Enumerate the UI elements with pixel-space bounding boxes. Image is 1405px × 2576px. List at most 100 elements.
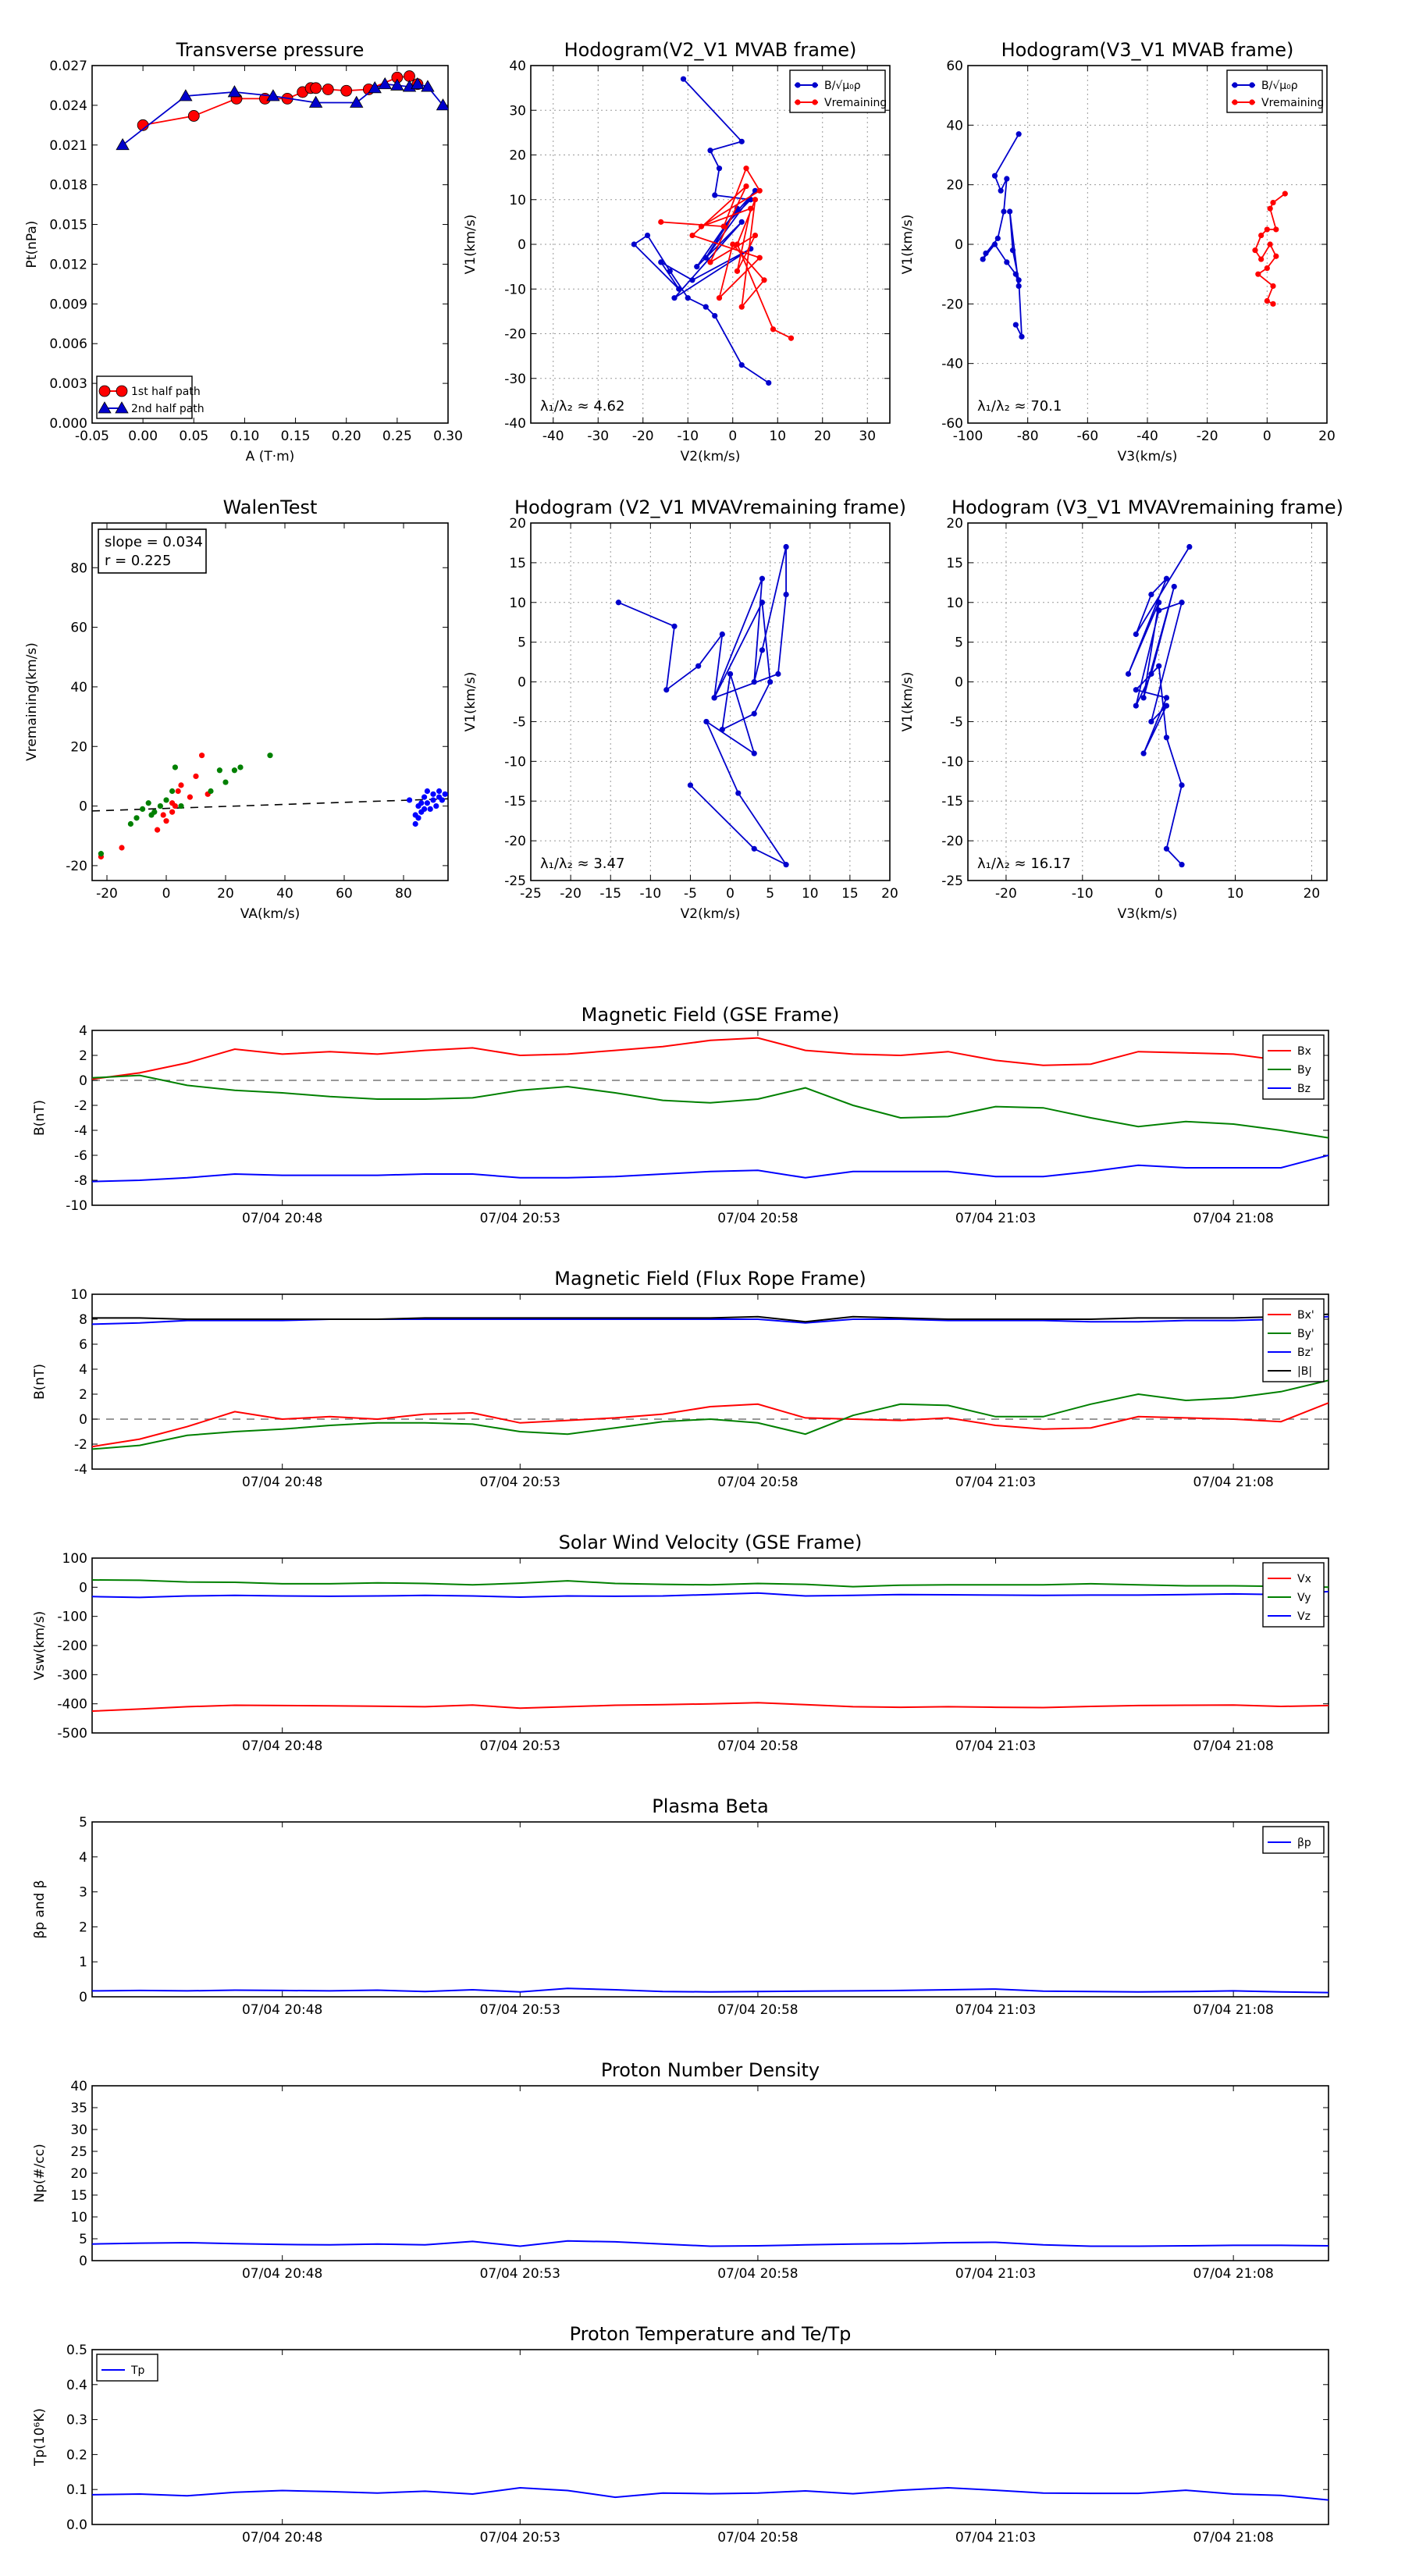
x-tick-label: 07/04 21:08 bbox=[1193, 1738, 1273, 1754]
y-axis-label: Vsw(km/s) bbox=[32, 1611, 48, 1681]
data-point bbox=[702, 304, 709, 310]
data-point bbox=[267, 753, 273, 759]
x-tick-label: 20 bbox=[1318, 429, 1336, 444]
data-point bbox=[1140, 695, 1147, 701]
y-tick-label: 60 bbox=[70, 621, 87, 636]
data-point bbox=[738, 304, 745, 310]
x-tick-label: 07/04 21:03 bbox=[955, 1475, 1036, 1490]
series-line bbox=[92, 1037, 1282, 1080]
x-tick-label: -25 bbox=[520, 886, 542, 902]
data-point bbox=[169, 800, 176, 806]
data-point bbox=[761, 277, 767, 283]
y-tick-label: 20 bbox=[946, 516, 963, 532]
x-axis-label: V3(km/s) bbox=[1118, 906, 1178, 922]
x-tick-label: 07/04 20:48 bbox=[242, 2266, 322, 2282]
data-point bbox=[160, 812, 166, 818]
axes-frame bbox=[91, 1030, 1329, 1206]
x-tick-label: 0 bbox=[726, 886, 735, 902]
data-point bbox=[412, 820, 418, 827]
data-point bbox=[703, 718, 710, 725]
x-tick-label: -30 bbox=[587, 429, 609, 444]
legend-label: Tp bbox=[130, 2364, 145, 2377]
x-tick-label: 0 bbox=[1154, 886, 1163, 902]
plot-area bbox=[116, 70, 448, 151]
y-tick-label: 60 bbox=[946, 59, 963, 74]
data-point bbox=[980, 256, 986, 262]
x-tick-label: 07/04 21:03 bbox=[955, 2002, 1036, 2018]
chart-title: Hodogram (V2_V1 MVAVremaining frame) bbox=[514, 496, 906, 518]
legend-marker bbox=[98, 385, 111, 397]
x-tick-label: 07/04 21:08 bbox=[1193, 2266, 1273, 2282]
y-tick-label: 0.006 bbox=[49, 336, 87, 352]
x-axis: -25 -20 -15 -10 -5 0 5 10 15 20 bbox=[520, 523, 898, 902]
x-tick-label: 20 bbox=[814, 429, 831, 444]
series-tp2-0 bbox=[92, 2486, 1329, 2501]
eigenvalue-ratio-label: λ₁/λ₂ ≈ 4.62 bbox=[540, 398, 624, 415]
y-tick-label: -5 bbox=[513, 714, 526, 730]
legend-marker bbox=[115, 401, 129, 414]
x-axis: -100 -80 -60 -40 -20 0 20 bbox=[953, 66, 1336, 444]
axes-frame bbox=[91, 2349, 1329, 2525]
data-point bbox=[756, 187, 763, 194]
chart-title: Plasma Beta bbox=[652, 1795, 768, 1817]
y-tick-label: -10 bbox=[66, 1198, 87, 1214]
data-point bbox=[231, 767, 237, 774]
data-point bbox=[991, 173, 998, 179]
axes-frame bbox=[530, 522, 891, 881]
y-tick-label: -15 bbox=[504, 794, 526, 809]
data-point bbox=[751, 678, 757, 685]
x-tick-label: -60 bbox=[1076, 429, 1098, 444]
y-tick-label: 80 bbox=[70, 560, 87, 576]
chart-h1: Hodogram(V2_V1 MVAB frame) -40 -30 -20 -10 0 1… bbox=[463, 39, 891, 464]
legend: B/√μ₀ρ Vremaining bbox=[789, 69, 887, 113]
legend-label: Bx' bbox=[1297, 1309, 1314, 1322]
y-tick-label: 0.009 bbox=[49, 297, 87, 312]
series-line bbox=[1127, 546, 1190, 866]
y-tick-label: 30 bbox=[70, 2122, 87, 2138]
data-point bbox=[187, 794, 193, 800]
chart-title: WalenTest bbox=[223, 496, 318, 518]
x-tick-label: 07/04 21:03 bbox=[955, 1211, 1036, 1226]
data-point bbox=[266, 89, 280, 101]
data-point bbox=[1156, 663, 1162, 669]
x-tick-label: 0.05 bbox=[179, 429, 208, 444]
data-point bbox=[237, 764, 244, 770]
x-tick-label: -100 bbox=[953, 429, 984, 444]
data-point bbox=[172, 764, 178, 770]
data-point bbox=[687, 782, 694, 788]
stats-line: slope = 0.034 bbox=[105, 534, 203, 550]
series-line bbox=[92, 1315, 1329, 1325]
data-point bbox=[707, 148, 713, 154]
data-point bbox=[1258, 232, 1264, 239]
x-tick-label: -80 bbox=[1017, 429, 1039, 444]
data-point bbox=[759, 647, 766, 653]
y-tick-label: -100 bbox=[57, 1610, 87, 1625]
x-tick-label: 20 bbox=[217, 886, 234, 902]
data-point bbox=[308, 95, 323, 108]
y-tick-label: 8 bbox=[79, 1312, 87, 1328]
y-tick-label: 10 bbox=[70, 2210, 87, 2226]
x-tick-label: 07/04 20:53 bbox=[480, 1211, 560, 1226]
data-point bbox=[783, 862, 789, 868]
y-axis: -500 -400 -300 -200 -100 0 100 bbox=[57, 1551, 1329, 1742]
y-axis-label: βp and β bbox=[32, 1880, 48, 1938]
data-point bbox=[759, 600, 766, 606]
y-tick-label: 4 bbox=[79, 1362, 87, 1378]
x-tick-label: 0 bbox=[1263, 429, 1272, 444]
y-axis-label: Vremaining(km/s) bbox=[24, 642, 40, 761]
y-tick-label: 40 bbox=[70, 680, 87, 696]
data-point bbox=[1255, 271, 1261, 277]
y-tick-label: 0 bbox=[955, 237, 963, 253]
data-point bbox=[424, 800, 431, 806]
y-tick-label: 0.003 bbox=[49, 376, 87, 392]
data-point bbox=[685, 295, 691, 301]
data-point bbox=[1009, 247, 1016, 254]
data-point bbox=[1252, 247, 1258, 254]
data-point bbox=[766, 379, 772, 386]
data-point bbox=[759, 575, 766, 582]
data-point bbox=[418, 800, 425, 806]
data-point bbox=[1264, 265, 1270, 272]
x-tick-label: 07/04 20:58 bbox=[717, 2530, 798, 2546]
data-point bbox=[1258, 256, 1264, 262]
data-point bbox=[421, 80, 435, 92]
